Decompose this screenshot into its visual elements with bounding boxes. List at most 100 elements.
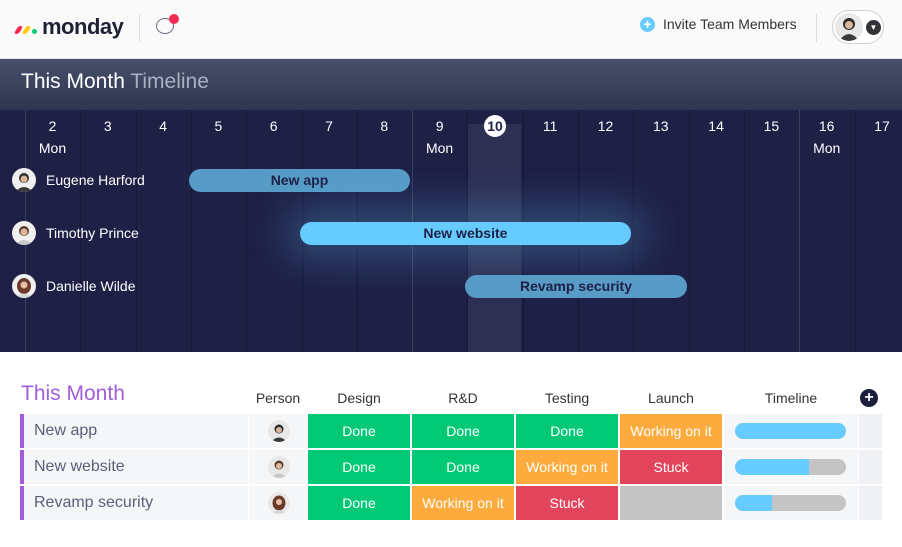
column-header-timeline[interactable]: Timeline: [764, 390, 818, 406]
day-separator: [633, 110, 635, 352]
notification-dot: [169, 14, 179, 24]
top-bar: monday + Invite Team Members ▼: [0, 0, 902, 59]
status-launch[interactable]: [620, 486, 722, 520]
column-header-rnd[interactable]: R&D: [448, 390, 478, 406]
status-launch[interactable]: Stuck: [620, 450, 722, 484]
timeline-progress-track: [735, 459, 846, 475]
day-separator: [854, 110, 856, 352]
person-cell[interactable]: [249, 450, 307, 484]
day-number: 4: [159, 118, 167, 134]
day-weekday: Mon: [813, 140, 841, 156]
day-separator: [799, 110, 801, 352]
timeline-progress-track: [735, 423, 846, 439]
day-separator: [135, 110, 137, 352]
day-number: 16: [818, 118, 835, 134]
status-design[interactable]: Done: [308, 486, 410, 520]
invite-team-members-button[interactable]: + Invite Team Members: [640, 16, 797, 32]
timeline-person-row: Danielle Wilde: [12, 274, 135, 298]
logo-mark-icon: [13, 20, 37, 34]
day-number: 8: [380, 118, 389, 134]
timeline-person-row: Timothy Prince: [12, 221, 139, 245]
timeline-cell[interactable]: [724, 486, 858, 520]
logo-text: monday: [42, 14, 124, 39]
person-avatar: [268, 456, 290, 478]
status-rnd[interactable]: Working on it: [412, 486, 514, 520]
day-number: 15: [763, 118, 780, 134]
column-header-design[interactable]: Design: [337, 390, 381, 406]
column-header-person[interactable]: Person: [255, 390, 301, 406]
timeline-title-sub: Timeline: [130, 70, 209, 93]
day-number: 6: [269, 118, 278, 134]
column-header-testing[interactable]: Testing: [544, 390, 590, 406]
today-marker: 10: [484, 115, 507, 137]
add-column-button[interactable]: +: [860, 389, 878, 407]
user-menu[interactable]: ▼: [832, 10, 884, 44]
timeline-day-column: 6: [246, 110, 301, 352]
day-number: 2: [48, 118, 57, 134]
day-number: 13: [653, 118, 669, 134]
person-name: Danielle Wilde: [46, 278, 136, 294]
item-name[interactable]: New website: [20, 450, 248, 484]
timeline-header: This Month Timeline: [0, 59, 902, 110]
row-end-cell: [859, 414, 882, 448]
board: This Month Person Design R&D Testing Lau…: [0, 352, 902, 547]
timeline-cell[interactable]: [724, 414, 858, 448]
day-separator: [688, 110, 690, 352]
day-separator: [190, 110, 192, 352]
table-row[interactable]: Revamp security Done Working on it Stuck: [20, 486, 882, 520]
timeline-title-main: This Month: [21, 70, 125, 93]
day-weekday: Mon: [425, 140, 454, 156]
monday-logo[interactable]: monday: [13, 13, 124, 41]
status-rnd[interactable]: Done: [412, 450, 514, 484]
timeline-bar[interactable]: New app: [188, 169, 411, 192]
timeline-title: This Month Timeline: [21, 70, 209, 94]
timeline-day-column: 17: [854, 110, 902, 352]
person-name: Timothy Prince: [46, 225, 139, 241]
item-name[interactable]: Revamp security: [20, 486, 248, 520]
day-number: 17: [874, 118, 890, 134]
status-design[interactable]: Done: [308, 414, 410, 448]
item-name[interactable]: New app: [20, 414, 248, 448]
timeline-day-column: 13: [633, 110, 688, 352]
chevron-down-icon: ▼: [866, 20, 881, 35]
status-testing[interactable]: Working on it: [516, 450, 618, 484]
day-number: 12: [597, 118, 614, 134]
timeline-day-column: 15: [743, 110, 799, 352]
header-divider: [139, 14, 140, 42]
day-number: 14: [708, 118, 724, 134]
user-avatar: [835, 13, 863, 41]
table-row[interactable]: New website Done Done Working on it Stuc…: [20, 450, 882, 484]
person-avatar: [12, 168, 36, 192]
day-separator: [743, 110, 745, 352]
status-design[interactable]: Done: [308, 450, 410, 484]
status-rnd[interactable]: Done: [412, 414, 514, 448]
person-avatar: [12, 221, 36, 245]
timeline-progress-track: [735, 495, 846, 511]
person-cell[interactable]: [249, 486, 307, 520]
status-testing[interactable]: Stuck: [516, 486, 618, 520]
timeline-person-row: Eugene Harford: [12, 168, 145, 192]
person-name: Eugene Harford: [46, 172, 145, 188]
day-number: 9: [435, 118, 444, 134]
timeline-day-column: 14: [688, 110, 744, 352]
column-header-launch[interactable]: Launch: [648, 390, 694, 406]
row-end-cell: [859, 486, 882, 520]
person-cell[interactable]: [249, 414, 307, 448]
timeline-body: 2 Mon 3 4 5 6 7 8 9 Mon 10 11 12 13 14 15 16 Mon 17 Eugene…: [0, 110, 902, 352]
status-launch[interactable]: Working on it: [620, 414, 722, 448]
notifications-button[interactable]: [154, 14, 180, 40]
timeline-cell[interactable]: [724, 450, 858, 484]
group-title[interactable]: This Month: [21, 382, 125, 405]
timeline-day-column: 5: [190, 110, 246, 352]
plus-circle-icon: +: [640, 16, 655, 32]
invite-label: Invite Team Members: [663, 16, 797, 32]
day-weekday: Mon: [38, 140, 67, 156]
day-separator: [80, 110, 82, 352]
timeline-bar[interactable]: New website: [299, 222, 632, 245]
day-number: 5: [214, 118, 223, 134]
timeline-bar[interactable]: Revamp security: [465, 275, 687, 298]
table-row[interactable]: New app Done Done Done Working on it: [20, 414, 882, 448]
timeline-day-column: 3: [80, 110, 135, 352]
status-testing[interactable]: Done: [516, 414, 618, 448]
timeline-progress-fill: [735, 495, 772, 511]
